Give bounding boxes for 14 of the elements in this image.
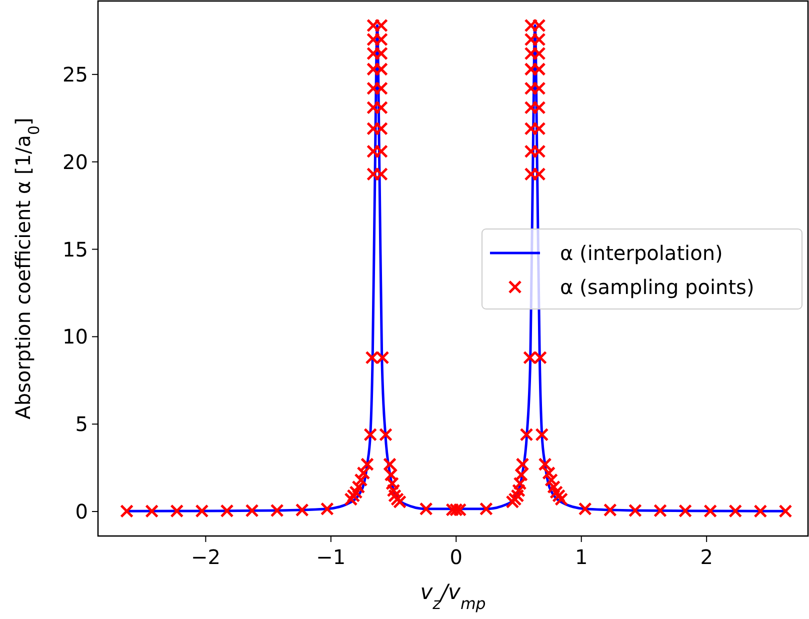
x-tick-label: −1 [316, 545, 346, 569]
y-tick-label: 15 [62, 237, 88, 262]
x-tick-label: 2 [700, 545, 713, 569]
legend-label: α (sampling points) [560, 275, 754, 299]
y-tick-label: 10 [62, 324, 88, 349]
y-tick-label: 20 [62, 150, 88, 174]
y-tick-label: 5 [75, 412, 88, 436]
x-tick-label: 0 [450, 545, 462, 569]
legend-label: α (interpolation) [560, 241, 723, 265]
y-tick-label: 25 [62, 62, 88, 86]
x-tick-label: 1 [574, 545, 588, 569]
y-tick-label: 0 [75, 500, 88, 524]
x-axis-title: v$_{z}$/v$_{mp}$ [420, 580, 486, 612]
x-tick-label: −2 [190, 545, 220, 569]
